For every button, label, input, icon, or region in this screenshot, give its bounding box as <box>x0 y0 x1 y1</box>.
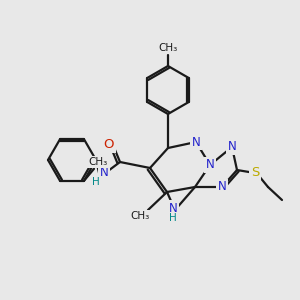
Text: N: N <box>100 166 108 178</box>
Text: CH₃: CH₃ <box>88 157 108 167</box>
Text: S: S <box>251 167 259 179</box>
Text: N: N <box>218 181 226 194</box>
Text: CH₃: CH₃ <box>130 211 150 221</box>
Text: H: H <box>92 177 100 187</box>
Text: N: N <box>228 140 236 154</box>
Text: H: H <box>169 213 177 223</box>
Text: CH₃: CH₃ <box>158 43 178 53</box>
Text: N: N <box>206 158 214 172</box>
Text: N: N <box>169 202 177 214</box>
Text: O: O <box>104 139 114 152</box>
Text: N: N <box>192 136 200 148</box>
